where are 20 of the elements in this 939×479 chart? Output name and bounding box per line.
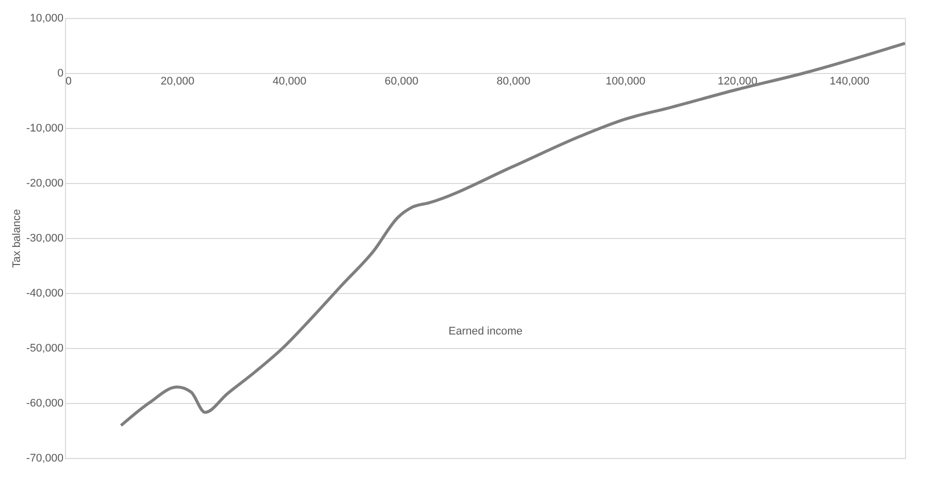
y-tick-label: -10,000 [26,122,64,134]
x-tick-label: 20,000 [160,76,194,88]
y-axis-title: Tax balance [11,209,24,268]
y-tick-label: 10,000 [30,12,64,24]
y-tick-label: -50,000 [26,342,64,354]
x-tick-label: 0 [66,76,72,88]
x-tick-label: 140,000 [830,76,870,88]
x-tick-label: 40,000 [272,76,306,88]
y-tick-label: -30,000 [26,232,64,244]
x-tick-label: 60,000 [384,76,418,88]
y-tick-label: 0 [57,68,64,80]
y-tick-label: -60,000 [26,398,64,410]
x-tick-label: 120,000 [718,76,758,88]
y-tick-label: -40,000 [26,288,64,300]
y-tick-label: -70,000 [26,452,64,464]
line-series [120,42,906,428]
x-tick-label: 80,000 [496,76,530,88]
y-tick-label: -20,000 [26,178,64,190]
x-tick-label: 100,000 [606,76,646,88]
x-axis-title: Earned income [448,326,522,338]
